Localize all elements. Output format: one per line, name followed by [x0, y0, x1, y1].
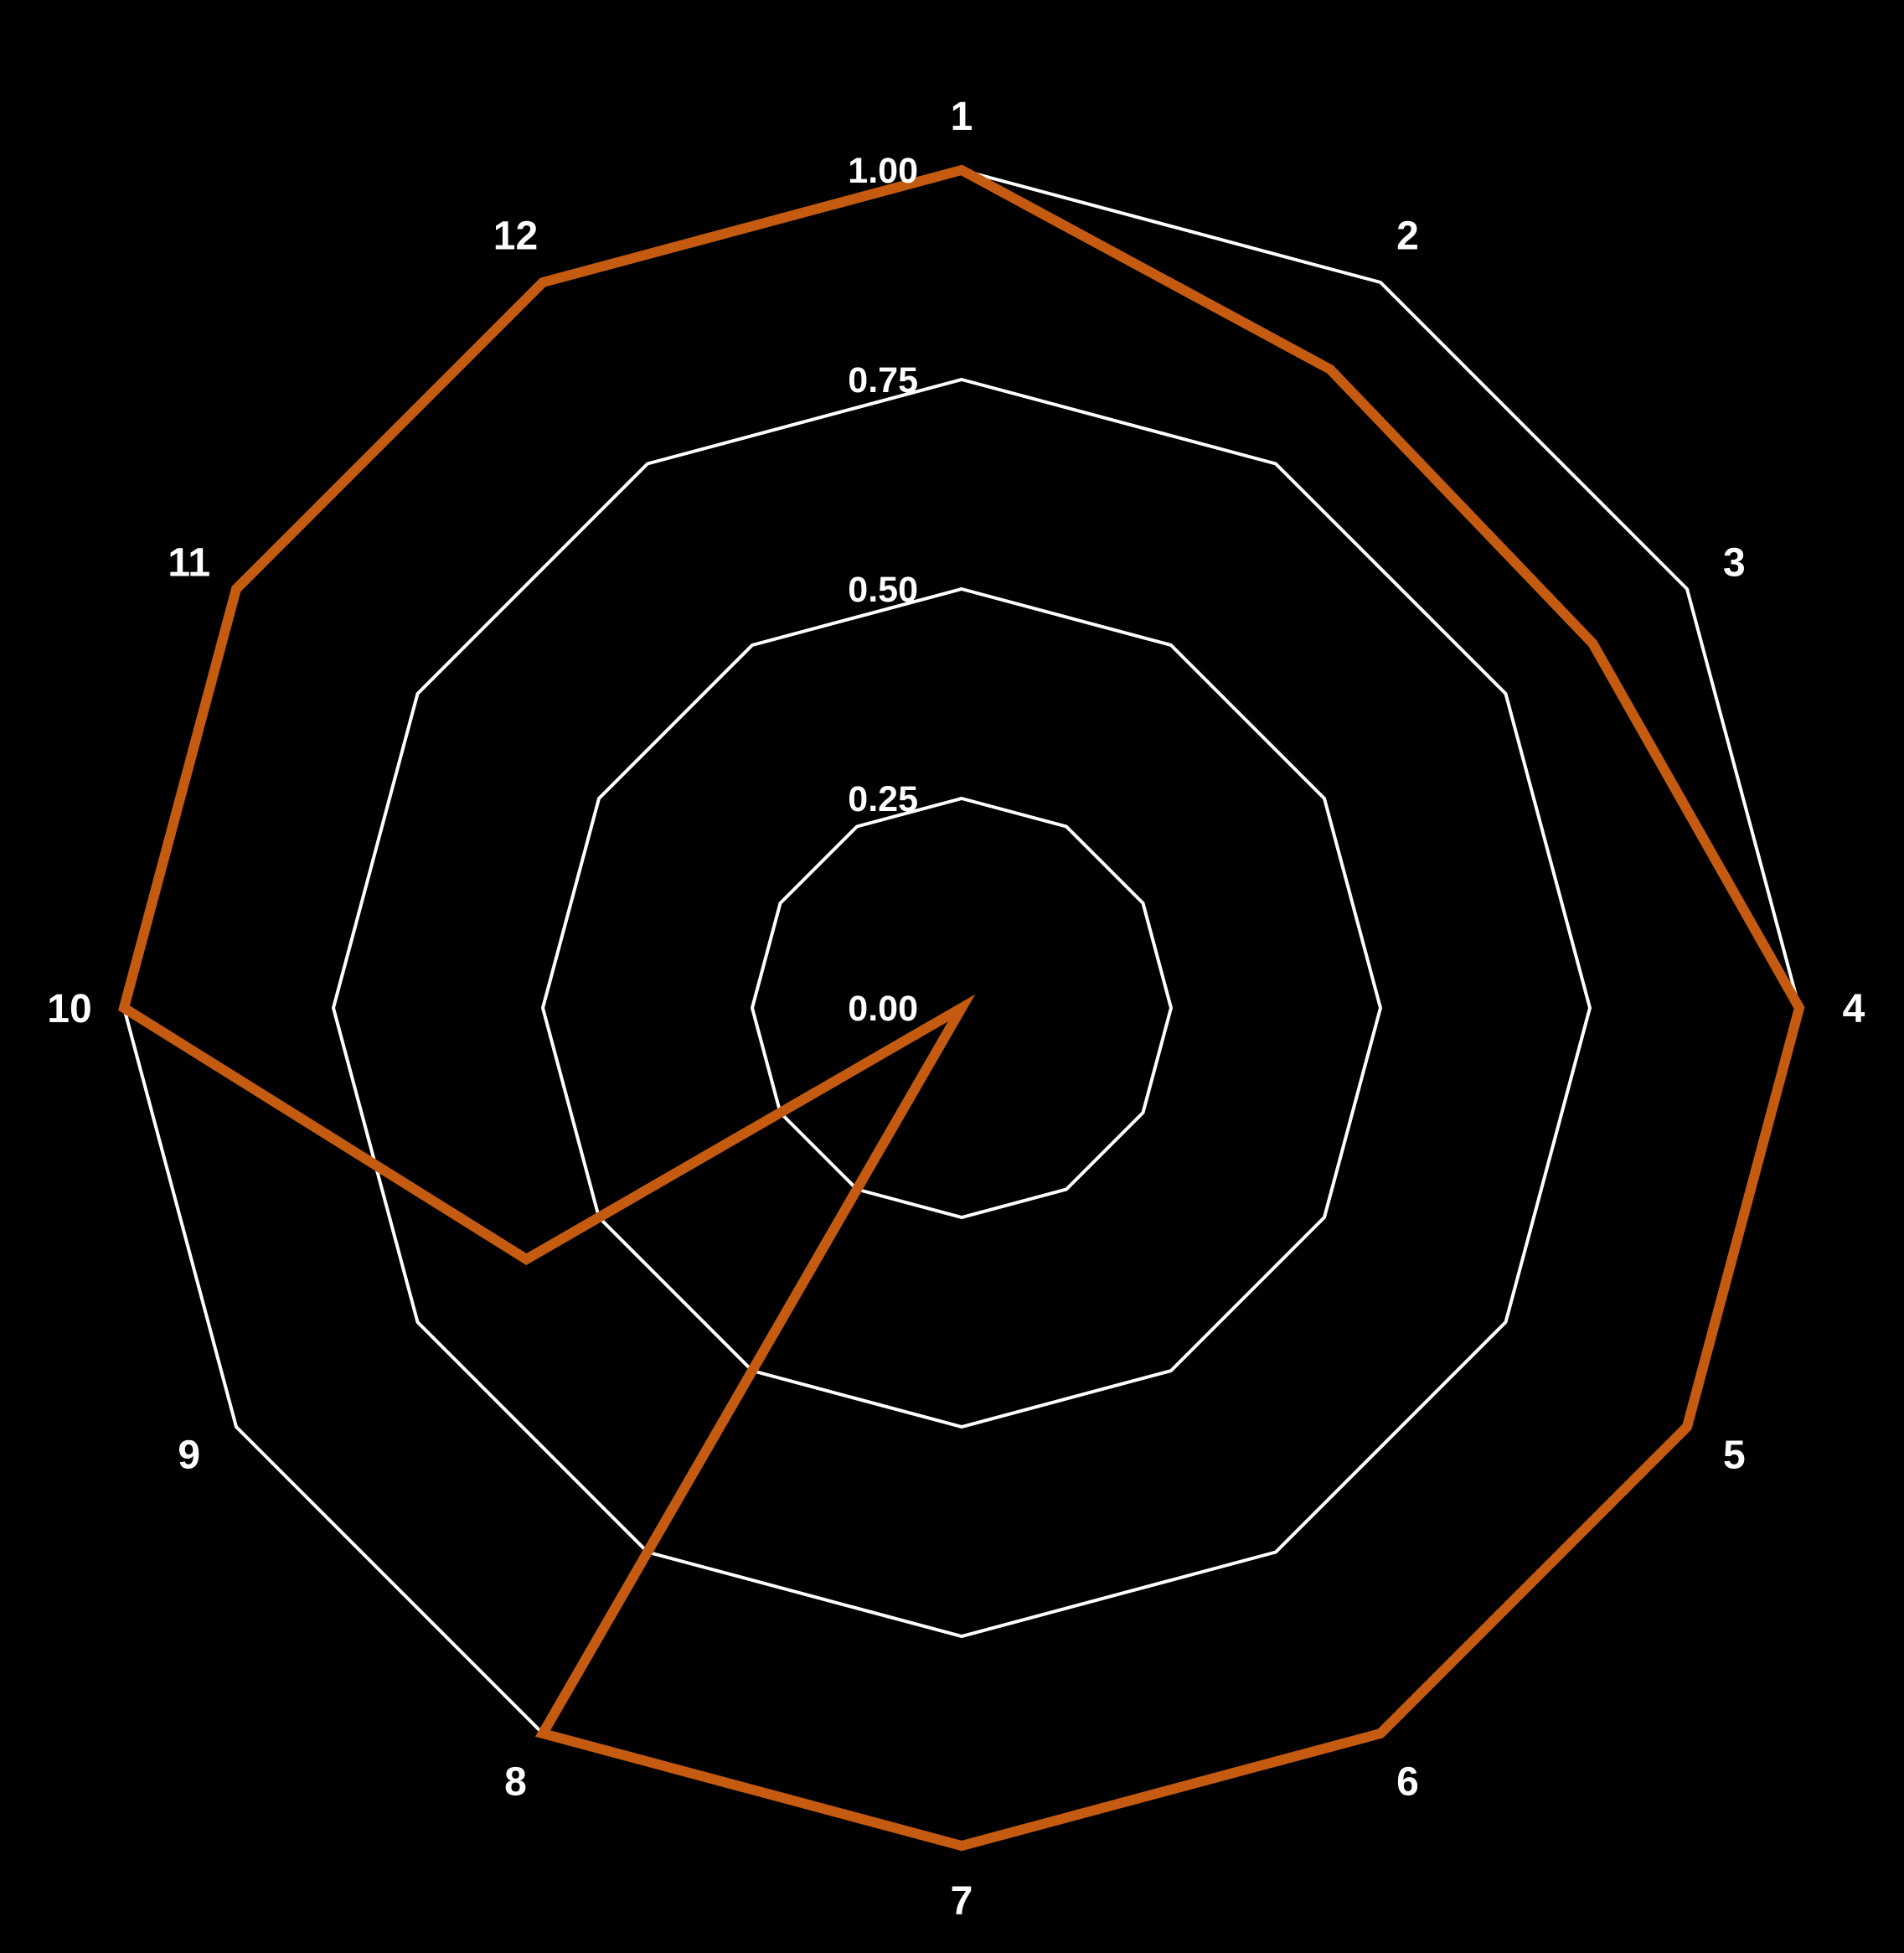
- category-label: 8: [504, 1759, 527, 1804]
- tick-label: 0.00: [848, 989, 918, 1029]
- category-label: 4: [1843, 987, 1865, 1031]
- category-label: 6: [1396, 1759, 1419, 1804]
- tick-label: 1.00: [848, 151, 918, 191]
- category-label: 10: [47, 987, 91, 1031]
- series-lines: [118, 164, 1805, 1852]
- category-label: 2: [1396, 214, 1419, 259]
- category-label: 3: [1723, 541, 1746, 586]
- category-label: 11: [168, 541, 210, 586]
- tick-label: 0.50: [848, 570, 918, 610]
- category-label: 1: [951, 95, 973, 139]
- grid-ring: [540, 586, 1383, 1429]
- grid-ring: [750, 796, 1174, 1220]
- series-polyline: [118, 164, 1805, 1852]
- radial-tick-labels: 0.00 0.25 0.50 0.75 1.00: [848, 151, 918, 1029]
- category-label: 9: [178, 1434, 200, 1478]
- category-label: 12: [493, 214, 538, 259]
- category-label: 7: [951, 1879, 973, 1924]
- category-label: 5: [1723, 1434, 1746, 1478]
- grid-ring: [331, 377, 1592, 1639]
- tick-label: 0.75: [848, 360, 918, 400]
- tick-label: 0.25: [848, 779, 918, 819]
